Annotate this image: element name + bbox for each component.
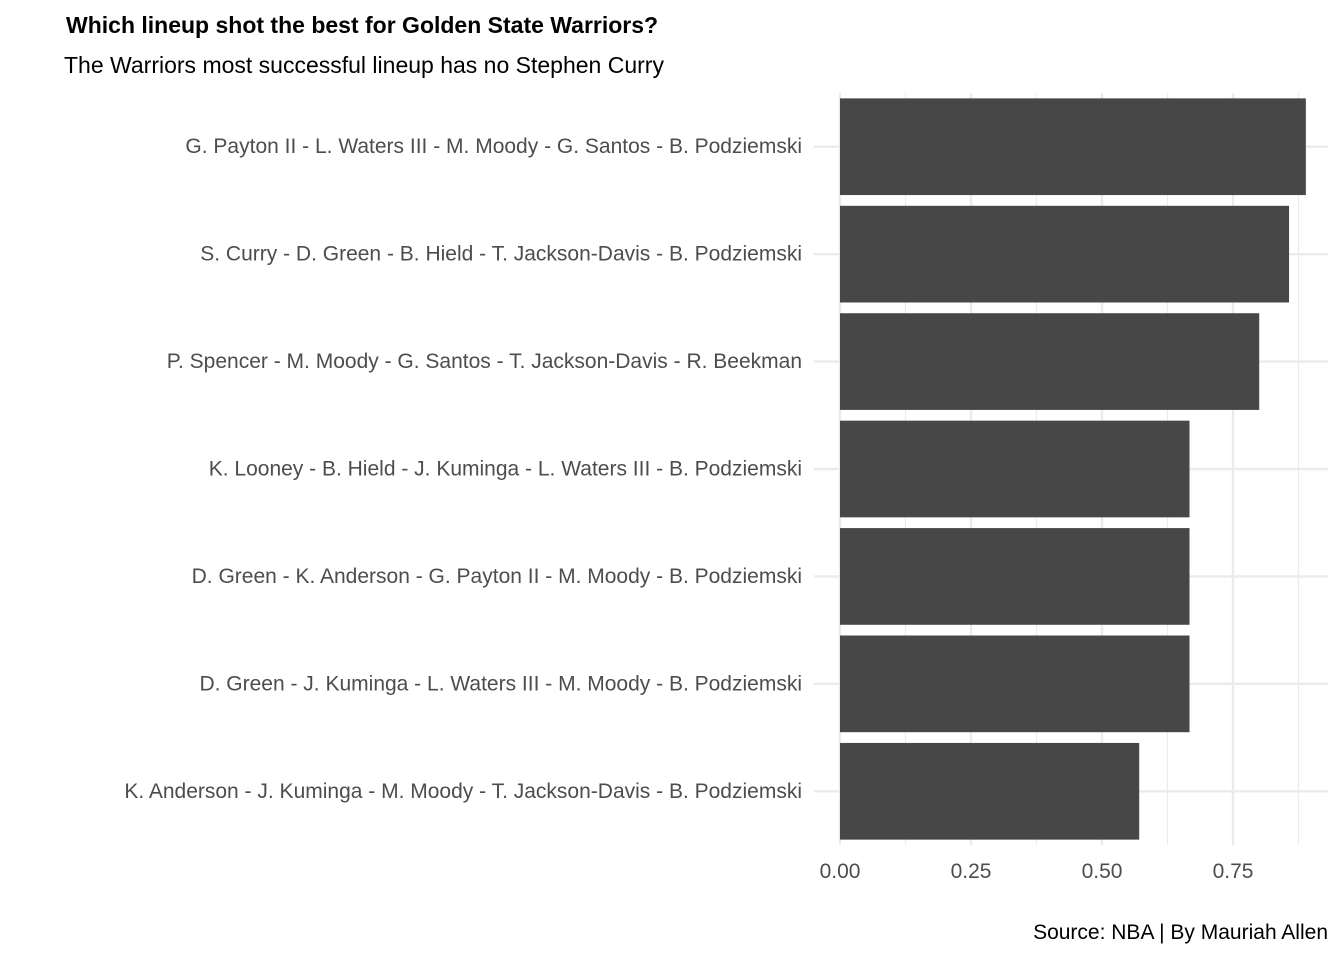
y-tick-label: S. Curry - D. Green - B. Hield - T. Jack… xyxy=(200,243,802,266)
y-tick-label: G. Payton II - L. Waters III - M. Moody … xyxy=(185,135,802,158)
x-tick-label: 0.25 xyxy=(951,860,992,883)
bar xyxy=(840,420,1190,518)
bars xyxy=(840,98,1306,840)
y-tick-label: K. Looney - B. Hield - J. Kuminga - L. W… xyxy=(209,458,802,481)
y-tick-label: D. Green - K. Anderson - G. Payton II - … xyxy=(192,565,802,588)
bar xyxy=(840,313,1260,410)
bar xyxy=(840,635,1190,733)
x-axis-labels: 0.00 0.25 0.50 0.75 xyxy=(820,860,1254,883)
y-axis-labels: G. Payton II - L. Waters III - M. Moody … xyxy=(124,135,802,803)
chart-title: Which lineup shot the best for Golden St… xyxy=(66,12,659,38)
chart-subtitle: The Warriors most successful lineup has … xyxy=(64,52,664,78)
bar xyxy=(840,205,1290,303)
y-tick-label: D. Green - J. Kuminga - L. Waters III - … xyxy=(199,672,802,695)
y-tick-label: K. Anderson - J. Kuminga - M. Moody - T.… xyxy=(124,780,802,803)
bar xyxy=(840,98,1306,196)
bar xyxy=(840,528,1190,625)
chart-caption: Source: NBA | By Mauriah Allen xyxy=(1033,921,1328,944)
x-tick-label: 0.00 xyxy=(820,860,861,883)
y-tick-label: P. Spencer - M. Moody - G. Santos - T. J… xyxy=(167,350,802,373)
bar xyxy=(840,742,1140,840)
x-tick-label: 0.75 xyxy=(1213,860,1254,883)
x-tick-label: 0.50 xyxy=(1082,860,1123,883)
